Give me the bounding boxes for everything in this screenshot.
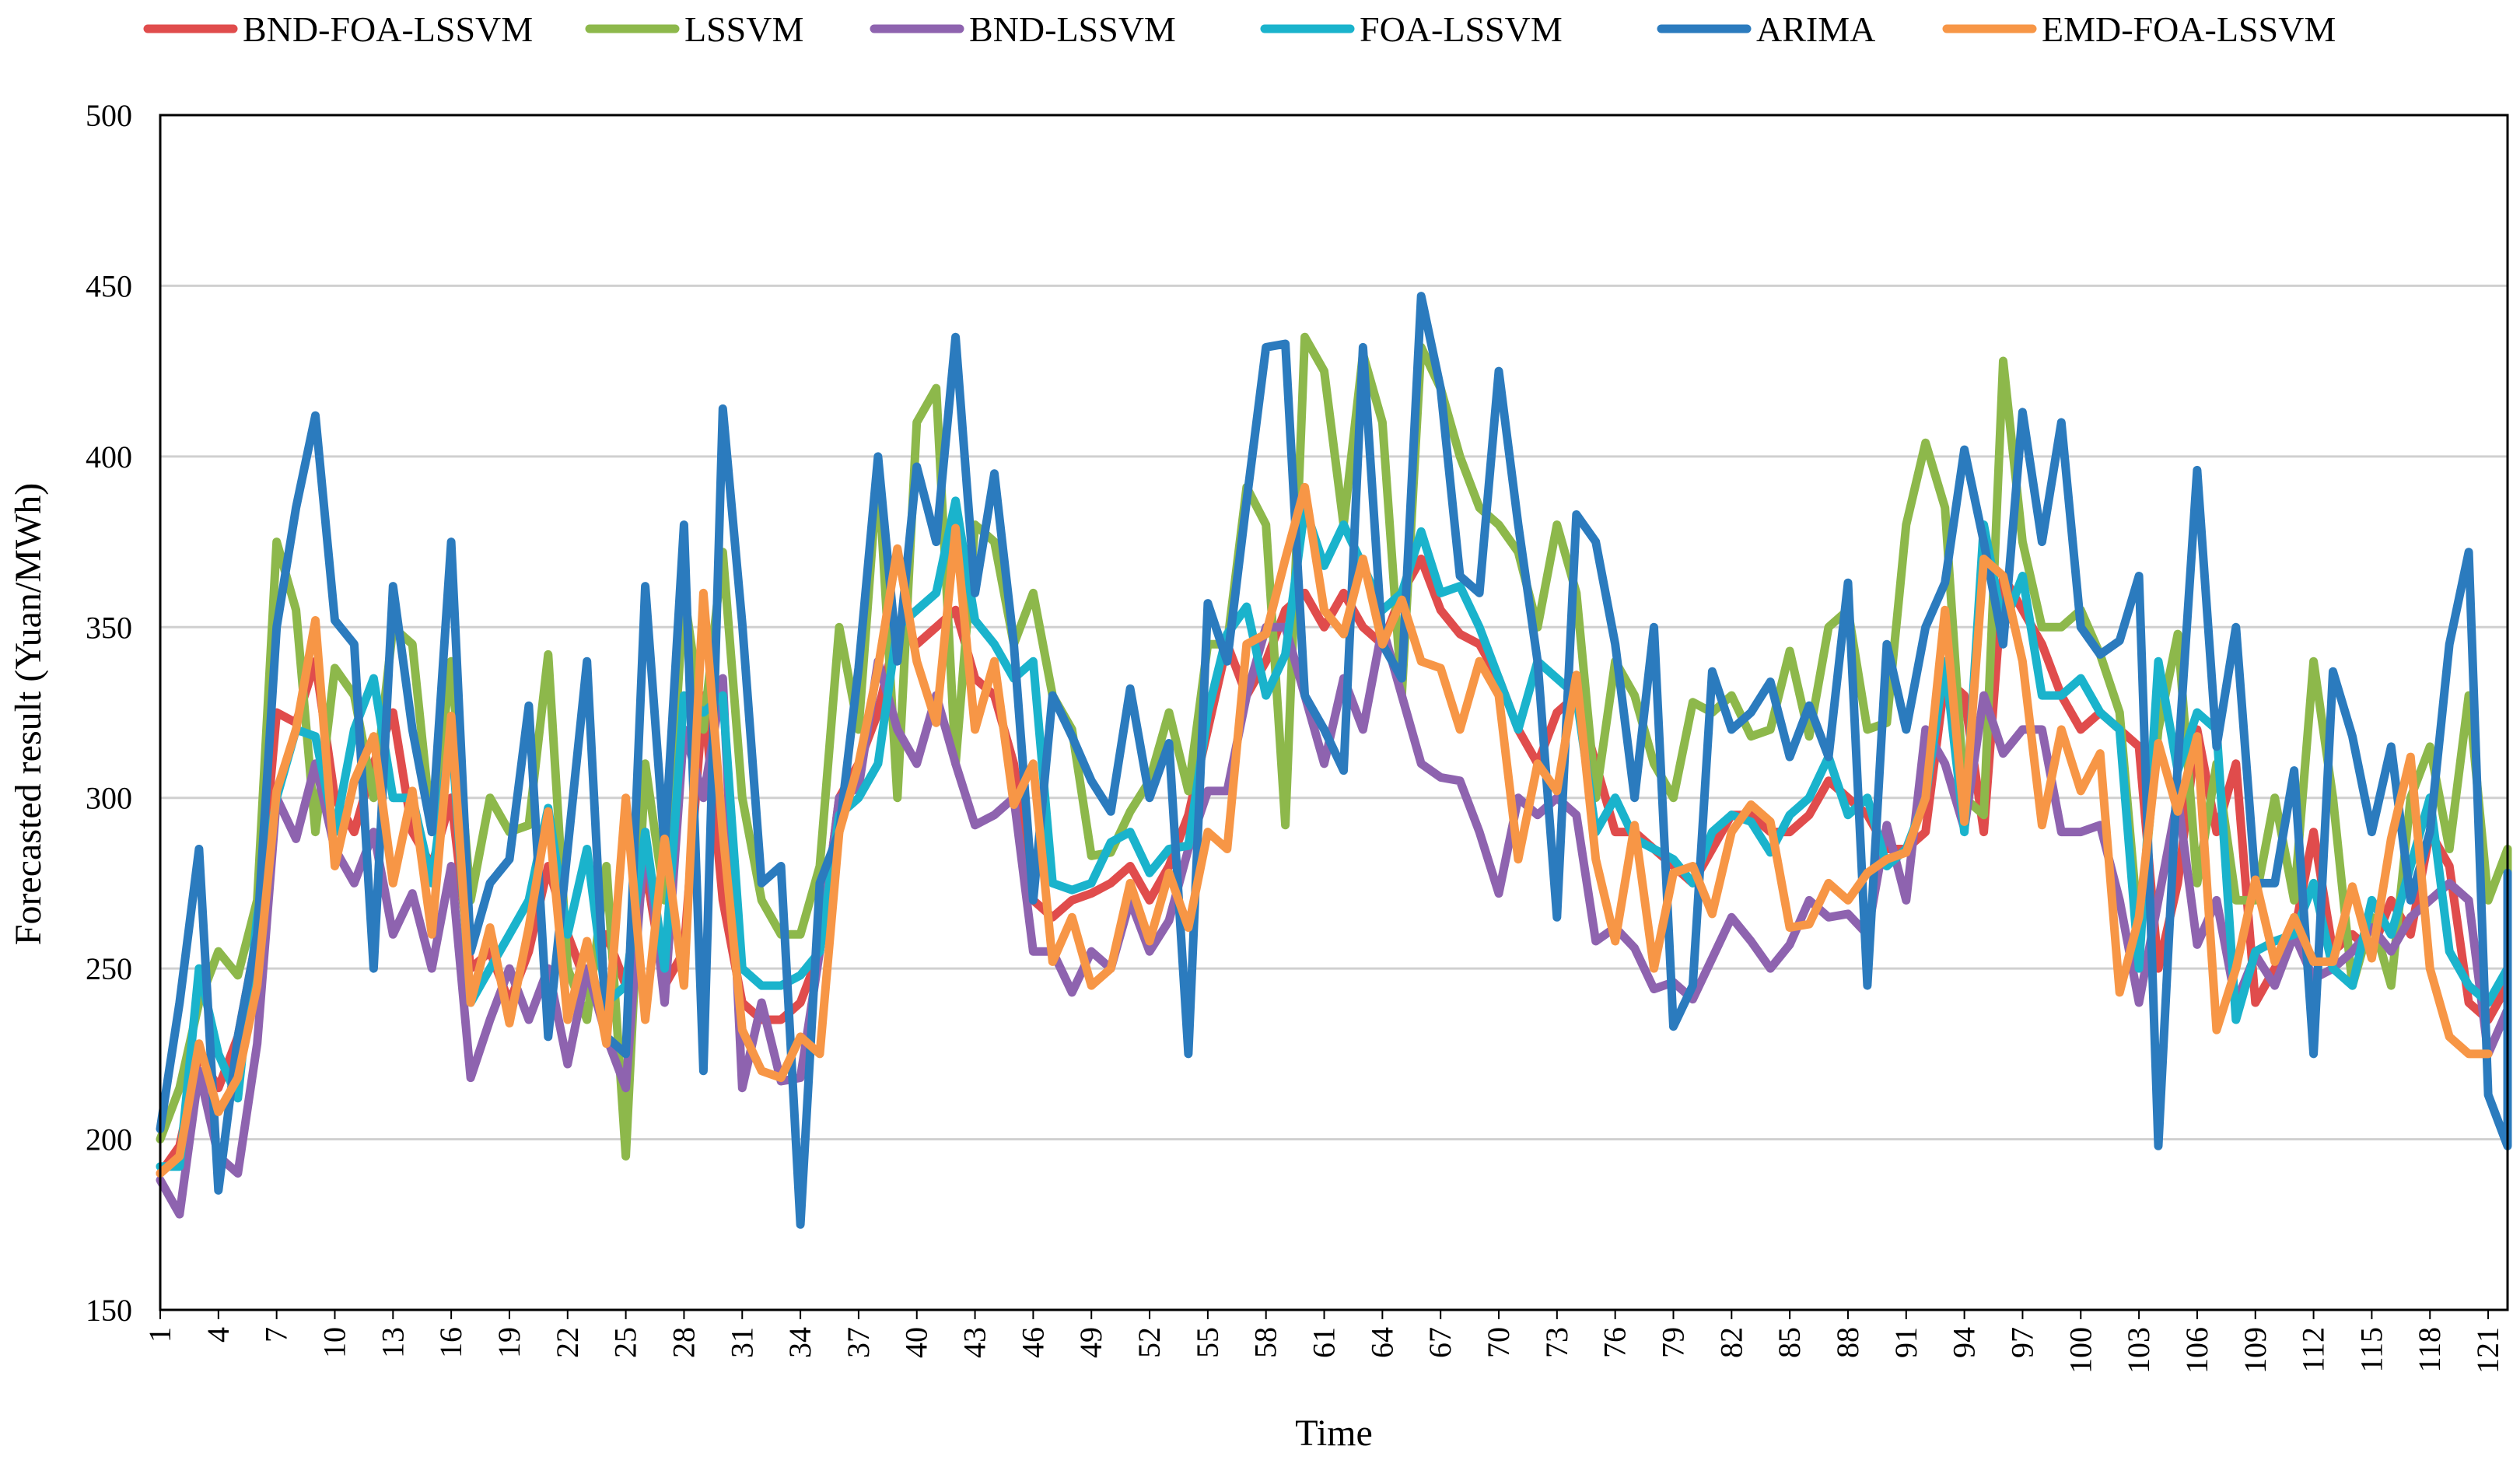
- x-tick-label-70: 70: [1481, 1327, 1516, 1358]
- y-axis-ticks: 150 200 250 300 350 400 450 500: [86, 98, 132, 1328]
- x-tick-label-10: 10: [317, 1327, 352, 1358]
- legend-label-arima: ARIMA: [1756, 9, 1875, 49]
- x-tick-label-94: 94: [1947, 1327, 1982, 1358]
- series-line-emd-foa-lssvm: [156, 482, 2493, 1178]
- x-axis-title: Time: [1295, 1413, 1373, 1454]
- x-tick-label-115: 115: [2354, 1327, 2389, 1373]
- x-tick-label-100: 100: [2063, 1327, 2098, 1374]
- x-tick-label-79: 79: [1655, 1327, 1690, 1358]
- x-tick-label-31: 31: [724, 1327, 759, 1358]
- series-line-arima: [156, 292, 2512, 1229]
- y-tick-label-300: 300: [86, 781, 132, 816]
- x-tick-label-106: 106: [2179, 1327, 2214, 1374]
- x-tick-label-67: 67: [1423, 1327, 1458, 1358]
- x-tick-label-1: 1: [142, 1327, 177, 1343]
- x-tick-label-49: 49: [1073, 1327, 1108, 1358]
- y-tick-label-350: 350: [86, 610, 132, 645]
- x-tick-label-28: 28: [666, 1327, 701, 1358]
- y-tick-label-500: 500: [86, 98, 132, 133]
- x-tick-label-91: 91: [1888, 1327, 1923, 1358]
- legend: BND-FOA-LSSVM LSSVM BND-LSSVM FOA-LSSVM ARIM…: [143, 9, 2336, 49]
- x-tick-label-37: 37: [841, 1327, 876, 1358]
- x-tick-label-52: 52: [1132, 1327, 1167, 1358]
- legend-label-bnd-foa-lssvm: BND-FOA-LSSVM: [243, 9, 533, 49]
- x-tick-label-109: 109: [2238, 1327, 2273, 1374]
- x-tick-label-118: 118: [2412, 1327, 2447, 1373]
- x-tick-label-34: 34: [782, 1327, 817, 1358]
- legend-label-bnd-lssvm: BND-LSSVM: [969, 9, 1176, 49]
- series-lines: [156, 292, 2512, 1229]
- x-tick-label-4: 4: [201, 1327, 236, 1343]
- x-tick-label-7: 7: [259, 1327, 294, 1343]
- x-tick-label-13: 13: [375, 1327, 410, 1358]
- x-tick-label-19: 19: [492, 1327, 527, 1358]
- x-tick-label-85: 85: [1772, 1327, 1807, 1358]
- x-tick-label-58: 58: [1248, 1327, 1283, 1358]
- x-axis-ticks: 1 4 7 10 13 16 19 22 25 28 31 34 37 40 43 46 49 52 55 58 61 6…: [142, 1310, 2505, 1374]
- x-tick-label-43: 43: [957, 1327, 992, 1358]
- y-tick-label-150: 150: [86, 1293, 132, 1328]
- x-tick-label-97: 97: [2004, 1327, 2039, 1358]
- legend-label-foa-lssvm: FOA-LSSVM: [1360, 9, 1563, 49]
- plot-frame: [159, 114, 2509, 1311]
- y-tick-label-400: 400: [86, 439, 132, 474]
- x-tick-label-16: 16: [433, 1327, 468, 1358]
- x-tick-label-61: 61: [1307, 1327, 1342, 1358]
- x-tick-label-25: 25: [608, 1327, 643, 1358]
- legend-label-lssvm: LSSVM: [684, 9, 803, 49]
- x-tick-label-22: 22: [550, 1327, 585, 1358]
- x-tick-label-73: 73: [1539, 1327, 1574, 1358]
- legend-label-emd-foa-lssvm: EMD-FOA-LSSVM: [2042, 9, 2336, 49]
- x-tick-label-103: 103: [2121, 1327, 2156, 1374]
- x-tick-label-46: 46: [1015, 1327, 1050, 1358]
- x-tick-label-55: 55: [1190, 1327, 1225, 1358]
- x-tick-label-82: 82: [1713, 1327, 1748, 1358]
- y-tick-label-250: 250: [86, 951, 132, 986]
- x-tick-label-40: 40: [899, 1327, 934, 1358]
- y-tick-label-200: 200: [86, 1122, 132, 1157]
- x-tick-label-112: 112: [2296, 1327, 2331, 1373]
- x-tick-label-121: 121: [2470, 1327, 2505, 1374]
- x-tick-label-88: 88: [1830, 1327, 1865, 1358]
- y-tick-label-450: 450: [86, 268, 132, 303]
- x-tick-label-76: 76: [1598, 1327, 1633, 1358]
- x-tick-label-64: 64: [1364, 1327, 1399, 1358]
- y-axis-title: Forecasted result (Yuan/MWh): [8, 483, 49, 946]
